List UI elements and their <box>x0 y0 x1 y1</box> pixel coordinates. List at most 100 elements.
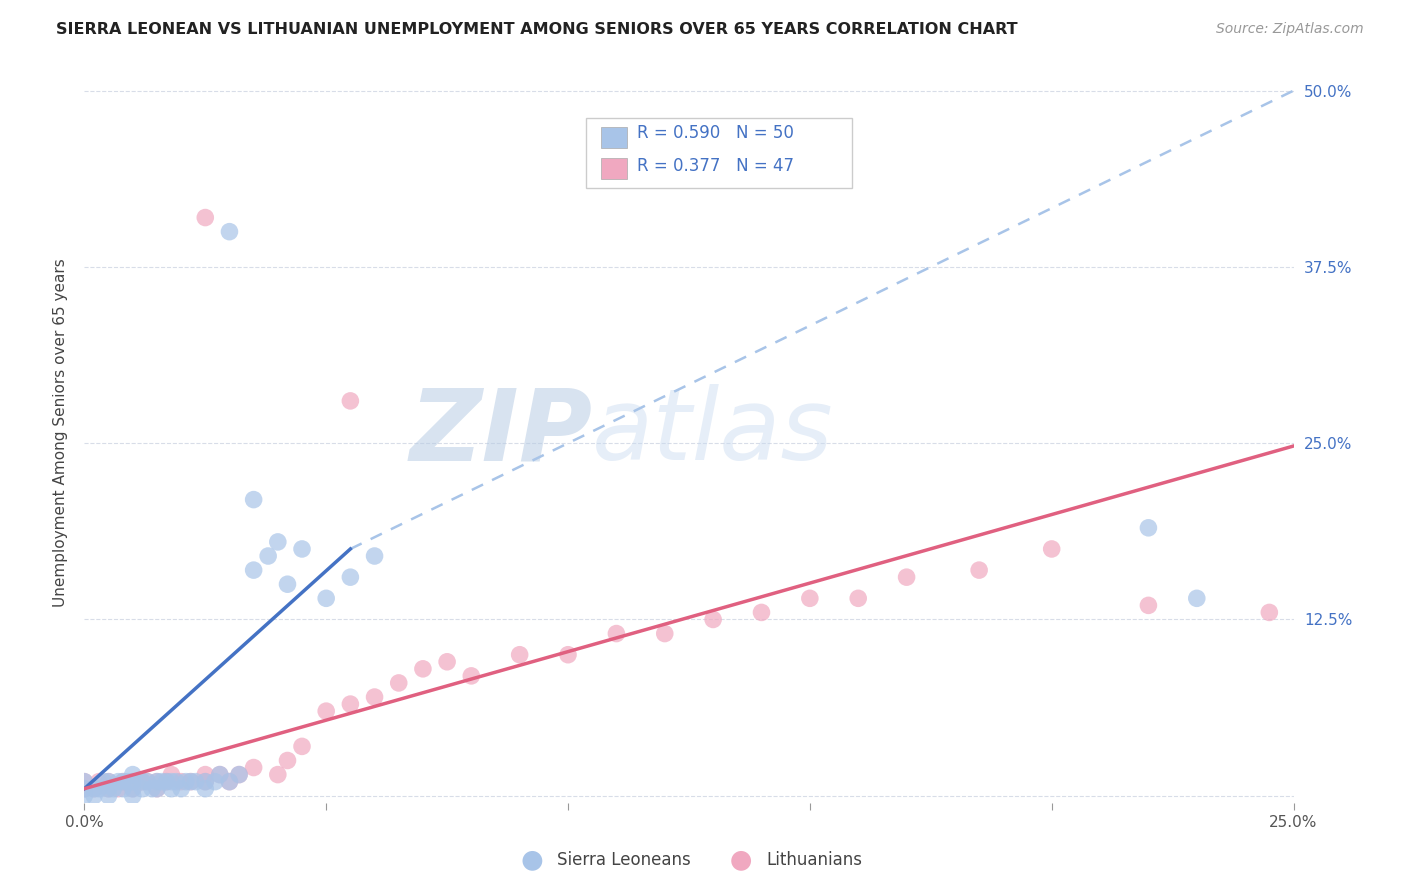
Point <box>121 781 143 796</box>
Point <box>896 570 918 584</box>
Text: SIERRA LEONEAN VS LITHUANIAN UNEMPLOYMENT AMONG SENIORS OVER 65 YEARS CORRELATIO: SIERRA LEONEAN VS LITHUANIAN UNEMPLOYMEN… <box>56 22 1018 37</box>
Point <box>799 591 821 606</box>
Point <box>605 626 627 640</box>
Point <box>121 774 143 789</box>
Point <box>73 781 96 796</box>
Point <box>170 781 193 796</box>
Point <box>160 767 183 781</box>
Point <box>170 774 193 789</box>
Point <box>194 211 217 225</box>
Point <box>107 781 129 796</box>
Point <box>112 774 135 789</box>
Point <box>121 767 143 781</box>
Point <box>146 774 169 789</box>
Point <box>83 789 105 803</box>
Point <box>136 774 159 789</box>
Point <box>702 612 724 626</box>
Point <box>194 774 217 789</box>
Text: R = 0.590   N = 50: R = 0.590 N = 50 <box>637 124 794 142</box>
Point <box>73 774 96 789</box>
Point <box>1258 606 1281 620</box>
Point <box>73 789 96 803</box>
Point <box>242 492 264 507</box>
Text: ZIP: ZIP <box>409 384 592 481</box>
Point <box>557 648 579 662</box>
Point <box>194 774 217 789</box>
Point <box>242 760 264 774</box>
Point <box>291 739 314 754</box>
Point <box>131 774 153 789</box>
Text: R = 0.377   N = 47: R = 0.377 N = 47 <box>637 157 794 175</box>
Point <box>208 767 231 781</box>
Point <box>87 774 110 789</box>
Point <box>87 781 110 796</box>
Point <box>315 704 337 718</box>
Point <box>103 781 125 796</box>
Point <box>460 669 482 683</box>
Point <box>363 690 385 704</box>
Point <box>174 774 197 789</box>
Point <box>107 774 129 789</box>
Point <box>967 563 990 577</box>
FancyBboxPatch shape <box>586 118 852 188</box>
Point <box>97 774 120 789</box>
Point <box>136 774 159 789</box>
Point <box>141 781 163 796</box>
Point <box>276 754 298 768</box>
Point <box>267 767 290 781</box>
Point <box>363 549 385 563</box>
FancyBboxPatch shape <box>600 127 627 147</box>
Text: Source: ZipAtlas.com: Source: ZipAtlas.com <box>1216 22 1364 37</box>
Point <box>1137 599 1160 613</box>
Point <box>83 781 105 796</box>
Point <box>97 781 120 796</box>
Point <box>204 774 226 789</box>
Point <box>160 781 183 796</box>
Point <box>276 577 298 591</box>
Point <box>412 662 434 676</box>
Point <box>194 781 217 796</box>
Point <box>509 648 531 662</box>
Point <box>339 697 361 711</box>
Point <box>73 781 96 796</box>
Point <box>155 774 177 789</box>
FancyBboxPatch shape <box>600 158 627 178</box>
Point <box>180 774 202 789</box>
Point <box>315 591 337 606</box>
Point <box>339 393 361 408</box>
Point <box>218 774 240 789</box>
Point <box>388 676 411 690</box>
Point <box>97 781 120 796</box>
Point <box>267 535 290 549</box>
Point <box>751 606 773 620</box>
Point <box>121 789 143 803</box>
Point <box>165 774 187 789</box>
Legend: Sierra Leoneans, Lithuanians: Sierra Leoneans, Lithuanians <box>509 845 869 876</box>
Point <box>146 781 169 796</box>
Point <box>131 781 153 796</box>
Point <box>194 767 217 781</box>
Point <box>846 591 869 606</box>
Point <box>97 774 120 789</box>
Point <box>228 767 250 781</box>
Point <box>291 541 314 556</box>
Point <box>112 781 135 796</box>
Point <box>218 225 240 239</box>
Point <box>242 563 264 577</box>
Point <box>131 774 153 789</box>
Text: atlas: atlas <box>592 384 834 481</box>
Point <box>436 655 458 669</box>
Point <box>228 767 250 781</box>
Point <box>83 781 105 796</box>
Point <box>73 774 96 789</box>
Point <box>218 774 240 789</box>
Point <box>146 774 169 789</box>
Point <box>112 774 135 789</box>
Point <box>1040 541 1063 556</box>
Point <box>93 774 115 789</box>
Point <box>160 774 183 789</box>
Point <box>146 781 169 796</box>
Point <box>121 774 143 789</box>
Point <box>184 774 207 789</box>
Point <box>1137 521 1160 535</box>
